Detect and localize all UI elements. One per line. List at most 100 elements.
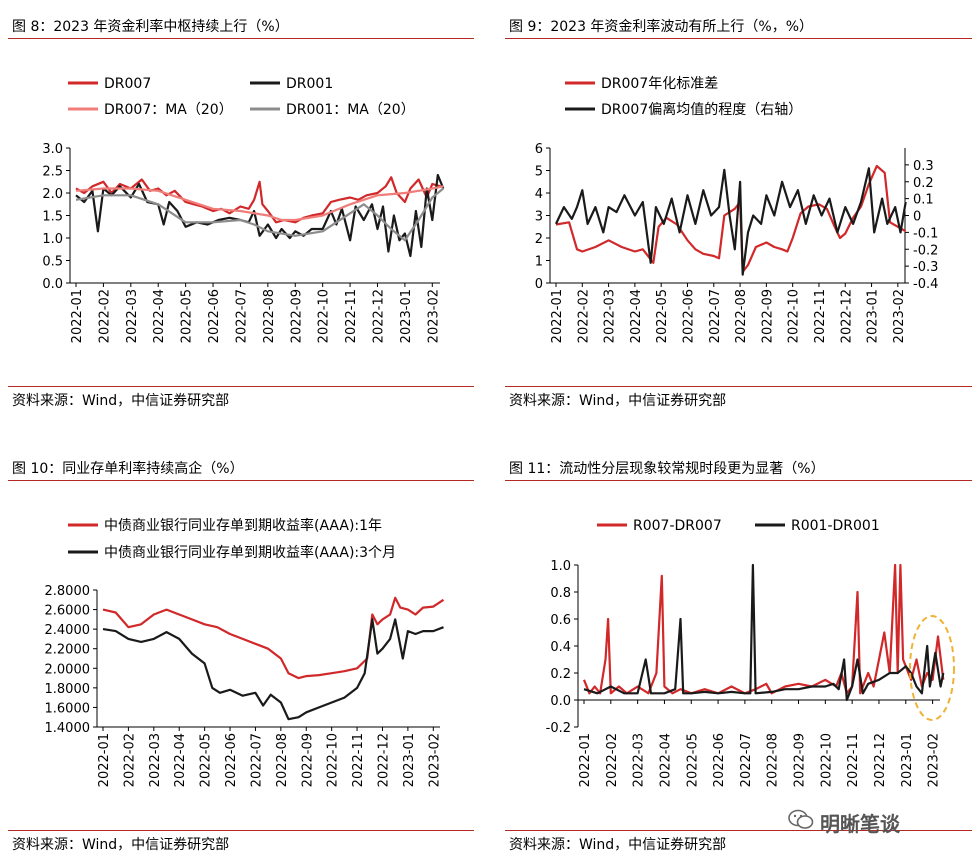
x-tick-label-fig8: 2022-04 [152, 289, 167, 343]
y-tick-label-fig11: 0.8 [550, 586, 571, 601]
x-tick-label-fig11: 2022-11 [846, 733, 861, 787]
y-tick-label-fig10: 1.8000 [45, 682, 91, 697]
y-tick-label-fig8: 1.5 [42, 210, 63, 225]
y-tick-label-fig8: 2.0 [42, 187, 63, 202]
y-tick-label-fig10: 2.2000 [45, 643, 91, 658]
x-tick-label-fig8: 2022-11 [344, 289, 359, 343]
x-tick-label-fig8: 2022-08 [262, 289, 277, 343]
chart-title-fig11: 图 11：流动性分层现象较常规时段更为显著（%） [509, 461, 825, 477]
x-tick-label-fig9: 2022-09 [760, 289, 775, 343]
x-tick-label-fig10: 2022-08 [275, 733, 290, 787]
y-tick-label-fig8: 2.5 [42, 165, 63, 180]
x-tick-label-fig11: 2022-07 [739, 733, 754, 787]
y-tick-label-fig9: 5 [535, 165, 543, 180]
legend-label-fig11-0: R007-DR007 [633, 518, 722, 534]
source-rule-fig9 [505, 386, 972, 387]
x-tick-label-fig10: 2023-01 [402, 733, 417, 787]
x-tick-label-fig8: 2022-10 [317, 289, 332, 343]
x-tick-label-fig9: 2022-06 [681, 289, 696, 343]
y-tick-label-fig10: 2.8000 [45, 584, 91, 599]
x-tick-label-fig11: 2022-12 [873, 733, 888, 787]
x-tick-label-fig9: 2022-04 [629, 289, 644, 343]
legend-label-fig11-1: R001-DR001 [791, 518, 880, 534]
legend-label-fig8-0: DR007 [104, 76, 151, 92]
y-tick-label-fig9: 0 [535, 277, 543, 292]
x-tick-label-fig8: 2022-03 [125, 289, 140, 343]
legend-label-fig10-0: 中债商业银行同业存单到期收益率(AAA):1年 [104, 517, 382, 534]
y-right-tick-label-fig9: -0.3 [913, 260, 938, 275]
x-tick-label-fig10: 2022-04 [173, 733, 188, 787]
x-tick-label-fig10: 2022-07 [249, 733, 264, 787]
x-tick-label-fig9: 2022-10 [787, 289, 802, 343]
x-tick-label-fig8: 2023-01 [399, 289, 414, 343]
x-tick-label-fig9: 2023-02 [892, 289, 907, 343]
legend-label-fig10-1: 中债商业银行同业存单到期收益率(AAA):3个月 [104, 544, 396, 561]
x-tick-label-fig9: 2022-03 [603, 289, 618, 343]
x-tick-label-fig10: 2022-10 [326, 733, 341, 787]
highlight-ellipse-fig11 [909, 615, 955, 721]
y-tick-label-fig11: 0.2 [550, 667, 571, 682]
x-tick-label-fig10: 2022-03 [148, 733, 163, 787]
y-right-tick-label-fig9: -0.4 [913, 277, 938, 292]
y-tick-label-fig10: 2.4000 [45, 623, 91, 638]
wechat-icon [788, 809, 814, 829]
series-line-fig10-0 [102, 596, 445, 680]
source-rule-fig11 [505, 830, 972, 831]
x-tick-label-fig8: 2022-09 [289, 289, 304, 343]
x-tick-label-fig9: 2022-08 [734, 289, 749, 343]
title-rule-fig11 [505, 480, 972, 481]
x-tick-label-fig10: 2022-09 [300, 733, 315, 787]
chart-title-fig8: 图 8：2023 年资金利率中枢持续上行（%） [12, 19, 289, 35]
x-tick-label-fig10: 2022-12 [376, 733, 391, 787]
x-tick-label-fig8: 2022-05 [180, 289, 195, 343]
y-right-tick-label-fig9: -0.2 [913, 243, 938, 258]
series-line-fig8-0 [75, 176, 441, 224]
y-tick-label-fig9: 1 [535, 255, 543, 270]
y-tick-label-fig9: 4 [535, 187, 543, 202]
x-tick-label-fig9: 2022-11 [813, 289, 828, 343]
y-right-tick-label-fig9: 0 [913, 210, 921, 225]
x-tick-label-fig10: 2022-02 [122, 733, 137, 787]
series-line-fig8-3 [75, 187, 444, 242]
source-fig8: 资料来源：Wind，中信证券研究部 [12, 393, 230, 409]
x-tick-label-fig10: 2022-11 [351, 733, 366, 787]
source-fig11: 资料来源：Wind，中信证券研究部 [509, 837, 727, 853]
x-tick-label-fig8: 2022-06 [207, 289, 222, 343]
series-line-fig10-1 [102, 618, 444, 721]
y-tick-label-fig10: 2.6000 [45, 604, 91, 619]
y-tick-label-fig10: 1.6000 [45, 701, 91, 716]
series-line-fig11-1 [583, 563, 945, 702]
x-tick-label-fig11: 2022-08 [766, 733, 781, 787]
y-tick-label-fig11: 0.6 [550, 613, 571, 628]
x-tick-label-fig8: 2022-01 [70, 289, 85, 343]
title-rule-fig10 [8, 480, 474, 481]
y-tick-label-fig10: 2.0000 [45, 662, 91, 677]
series-line-fig11-0 [582, 563, 945, 695]
y-tick-label-fig11: 0.4 [550, 640, 571, 655]
x-tick-label-fig9: 2022-05 [655, 289, 670, 343]
legend-label-fig8-3: DR001：MA（20） [286, 102, 415, 118]
x-tick-label-fig11: 2022-10 [819, 733, 834, 787]
x-tick-label-fig11: 2023-02 [927, 733, 942, 787]
x-tick-label-fig10: 2022-06 [224, 733, 239, 787]
x-tick-label-fig11: 2023-01 [900, 733, 915, 787]
source-fig9: 资料来源：Wind，中信证券研究部 [509, 393, 727, 409]
chart-title-fig9: 图 9：2023 年资金利率波动有所上行（%，%） [509, 19, 814, 35]
source-rule-fig8 [8, 386, 474, 387]
legend-label-fig9-1: DR007偏离均值的程度（右轴） [601, 101, 802, 118]
y-right-tick-label-fig9: 0.2 [913, 176, 934, 191]
source-fig10: 资料来源：Wind，中信证券研究部 [12, 837, 230, 853]
legend-label-fig8-2: DR007：MA（20） [104, 102, 233, 118]
y-right-tick-label-fig9: 0.3 [913, 159, 934, 174]
x-tick-label-fig11: 2022-06 [712, 733, 727, 787]
x-tick-label-fig11: 2022-05 [685, 733, 700, 787]
y-tick-label-fig9: 3 [535, 210, 543, 225]
legend-label-fig8-1: DR001 [286, 76, 333, 92]
x-tick-label-fig11: 2022-09 [793, 733, 808, 787]
x-tick-label-fig10: 2022-01 [97, 733, 112, 787]
chart-title-fig10: 图 10：同业存单利率持续高企（%） [12, 461, 244, 477]
x-tick-label-fig11: 2022-02 [605, 733, 620, 787]
y-right-tick-label-fig9: -0.1 [913, 226, 938, 241]
source-rule-fig10 [8, 830, 474, 831]
x-tick-label-fig9: 2022-12 [839, 289, 854, 343]
